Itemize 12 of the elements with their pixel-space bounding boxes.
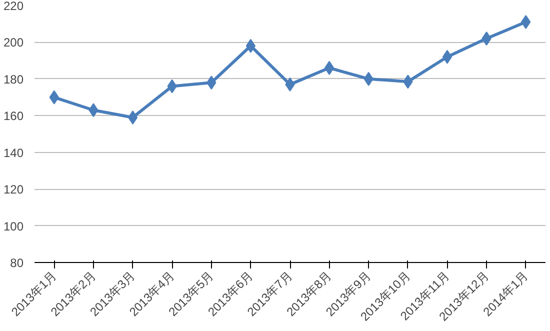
point [324,60,334,75]
y-tick-label: 200 [3,36,24,50]
point [442,50,452,64]
y-tick-label: 180 [3,72,24,86]
y-tick-label: 140 [3,146,24,160]
y-tick-label: 120 [3,182,24,197]
point [128,110,138,124]
y-tick-label: 80 [10,256,24,270]
y-tick-label: 160 [3,109,24,124]
point [246,38,256,53]
y-tick-label: 220 [3,0,24,13]
y-tick-label: 100 [3,219,24,234]
